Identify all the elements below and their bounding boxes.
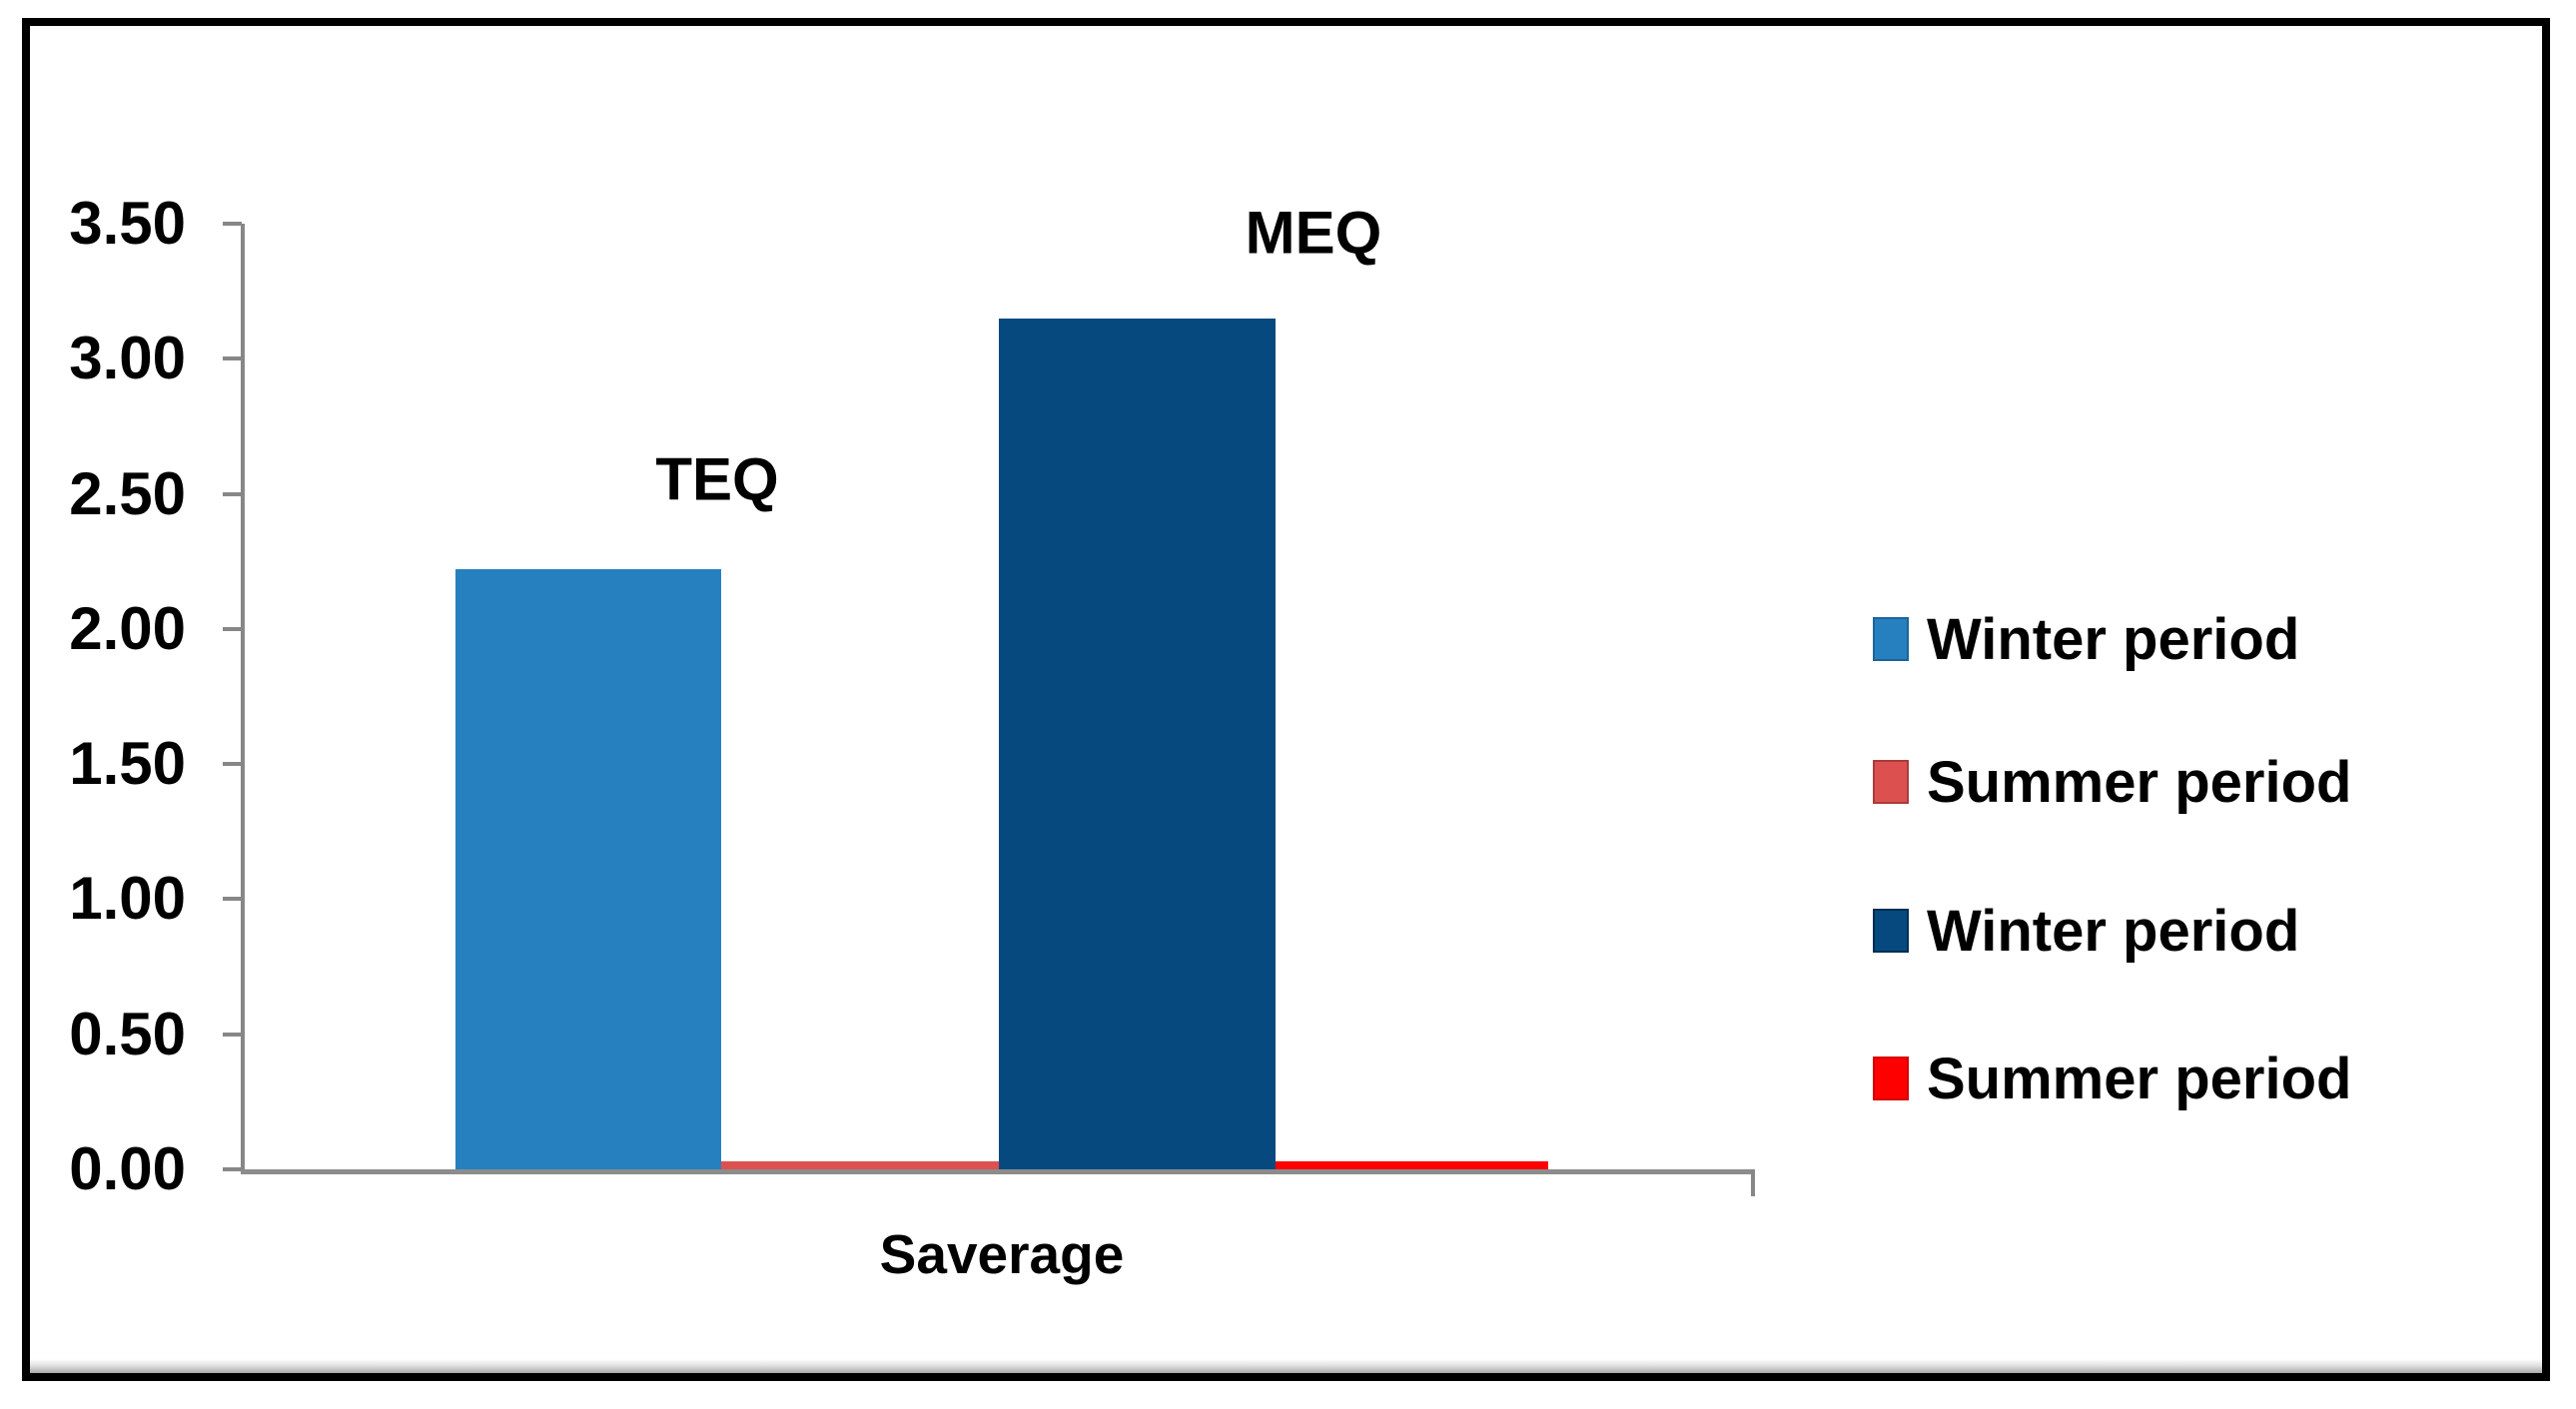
y-axis-tick-label: 2.50 (69, 460, 186, 527)
legend-item-winter-period-light: Winter period (1873, 606, 2300, 672)
legend-swatch-salmon-red (1873, 760, 1909, 804)
y-axis-tick-mark (223, 1033, 242, 1037)
legend-swatch-bright-red (1873, 1057, 1909, 1100)
x-axis-line (241, 1169, 1755, 1174)
x-axis-category-label: Saverage (879, 1223, 1125, 1285)
y-axis-tick-label: 2.00 (69, 595, 186, 662)
y-axis-tick-mark (223, 762, 242, 766)
bar-winter-period-teq (455, 569, 721, 1169)
y-axis-line (241, 224, 245, 1173)
legend-item-winter-period-dark: Winter period (1873, 898, 2300, 964)
y-axis-tick-mark (223, 627, 242, 631)
legend-label: Winter period (1927, 898, 2300, 964)
bottom-shadow (30, 1359, 2542, 1373)
y-axis-tick-label: 0.00 (69, 1135, 186, 1202)
legend-label: Winter period (1927, 606, 2300, 672)
bar-winter-period-meq (999, 319, 1276, 1169)
y-axis-tick-mark (223, 222, 242, 226)
y-axis-tick-label: 1.50 (69, 730, 186, 797)
y-axis-tick-label: 3.50 (69, 190, 186, 257)
y-axis-tick-label: 0.50 (69, 1001, 186, 1067)
legend-swatch-dark-navy (1873, 909, 1909, 953)
legend-swatch-light-blue (1873, 617, 1909, 661)
y-axis-tick-mark (223, 897, 242, 901)
x-axis-end-tick (1751, 1169, 1755, 1196)
bar-label-teq: TEQ (655, 445, 779, 513)
y-axis-tick-label: 3.00 (69, 325, 186, 391)
y-axis-tick-mark (223, 492, 242, 496)
legend-label: Summer period (1927, 1046, 2352, 1111)
bar-summer-period-second (1276, 1161, 1548, 1169)
y-axis-tick-mark (223, 356, 242, 360)
legend-label: Summer period (1927, 749, 2352, 815)
legend-item-summer-period-salmon: Summer period (1873, 749, 2352, 815)
chart-frame: 3.50 3.00 2.50 2.00 1.50 1.00 0.50 0.00 TEQ MEQ… (22, 18, 2550, 1381)
bar-label-meq: MEQ (1245, 199, 1382, 267)
legend-item-summer-period-red: Summer period (1873, 1046, 2352, 1111)
y-axis-tick-mark (223, 1167, 242, 1171)
y-axis-tick-label: 1.00 (69, 865, 186, 932)
bar-summer-period-first (721, 1161, 999, 1169)
